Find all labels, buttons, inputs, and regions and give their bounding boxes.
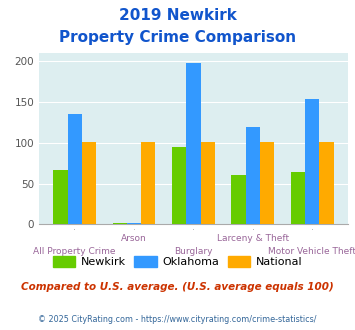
Text: All Property Crime: All Property Crime [33,247,116,256]
Text: Motor Vehicle Theft: Motor Vehicle Theft [268,247,355,256]
Bar [291,172,305,224]
Text: 2019 Newkirk: 2019 Newkirk [119,8,236,23]
Bar [320,142,334,224]
Bar [231,175,246,224]
Text: Property Crime Comparison: Property Crime Comparison [59,30,296,45]
Text: Arson: Arson [121,234,147,243]
Bar [67,114,82,224]
Bar [246,127,260,224]
Bar [305,99,320,224]
Bar [260,142,274,224]
Bar [113,223,127,224]
Bar [127,223,141,224]
Bar [82,142,96,224]
Bar [201,142,215,224]
Bar [186,63,201,224]
Text: Compared to U.S. average. (U.S. average equals 100): Compared to U.S. average. (U.S. average … [21,282,334,292]
Legend: Newkirk, Oklahoma, National: Newkirk, Oklahoma, National [48,251,307,272]
Text: Larceny & Theft: Larceny & Theft [217,234,289,243]
Bar [172,147,186,224]
Text: © 2025 CityRating.com - https://www.cityrating.com/crime-statistics/: © 2025 CityRating.com - https://www.city… [38,315,317,324]
Bar [141,142,155,224]
Bar [53,170,67,224]
Text: Burglary: Burglary [174,247,213,256]
